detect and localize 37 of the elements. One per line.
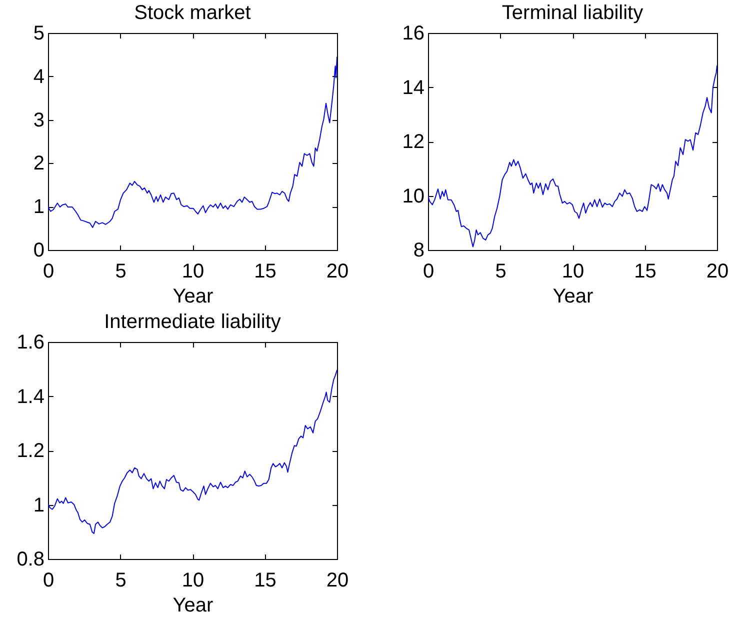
x-tick-label: 15 [254, 260, 276, 282]
x-tick-label: 10 [182, 570, 204, 592]
y-tick-label: 0.8 [16, 548, 44, 570]
chart-title: Stock market [134, 2, 252, 24]
y-tick-label: 0 [33, 240, 44, 262]
y-tick-label: 3 [33, 109, 44, 132]
x-tick-label: 20 [326, 260, 349, 282]
x-tick-label: 5 [115, 260, 126, 282]
y-tick-label: 8 [413, 240, 424, 262]
line-series [48, 370, 337, 534]
x-tick-label: 5 [495, 260, 506, 282]
x-tick-label: 20 [326, 570, 349, 592]
y-tick-label: 14 [402, 76, 424, 99]
x-tick-label: 10 [182, 260, 204, 282]
y-tick-label: 2 [33, 152, 44, 175]
chart-title: Intermediate liability [104, 311, 281, 333]
y-tick-label: 1 [33, 196, 44, 218]
y-tick-label: 4 [33, 66, 44, 88]
chart-title: Terminal liability [502, 2, 644, 24]
x-tick-label: 20 [706, 260, 729, 282]
y-tick-label: 12 [402, 131, 424, 153]
y-tick-label: 5 [33, 22, 44, 44]
x-axis-title: Year [552, 286, 594, 308]
x-tick-label: 10 [562, 260, 584, 282]
y-tick-label: 1.4 [16, 386, 44, 408]
y-tick-label: 1.6 [16, 332, 44, 354]
y-tick-label: 1.2 [16, 440, 44, 462]
line-series [48, 56, 337, 228]
x-axis-title: Year [172, 594, 214, 616]
x-axis-title: Year [172, 286, 214, 308]
y-tick-label: 10 [402, 185, 424, 208]
x-tick-label: 5 [115, 570, 126, 592]
x-tick-label: 15 [254, 570, 276, 592]
line-series [428, 65, 717, 248]
y-tick-label: 16 [402, 22, 424, 44]
y-tick-label: 1 [33, 494, 44, 516]
x-tick-label: 15 [634, 260, 656, 282]
